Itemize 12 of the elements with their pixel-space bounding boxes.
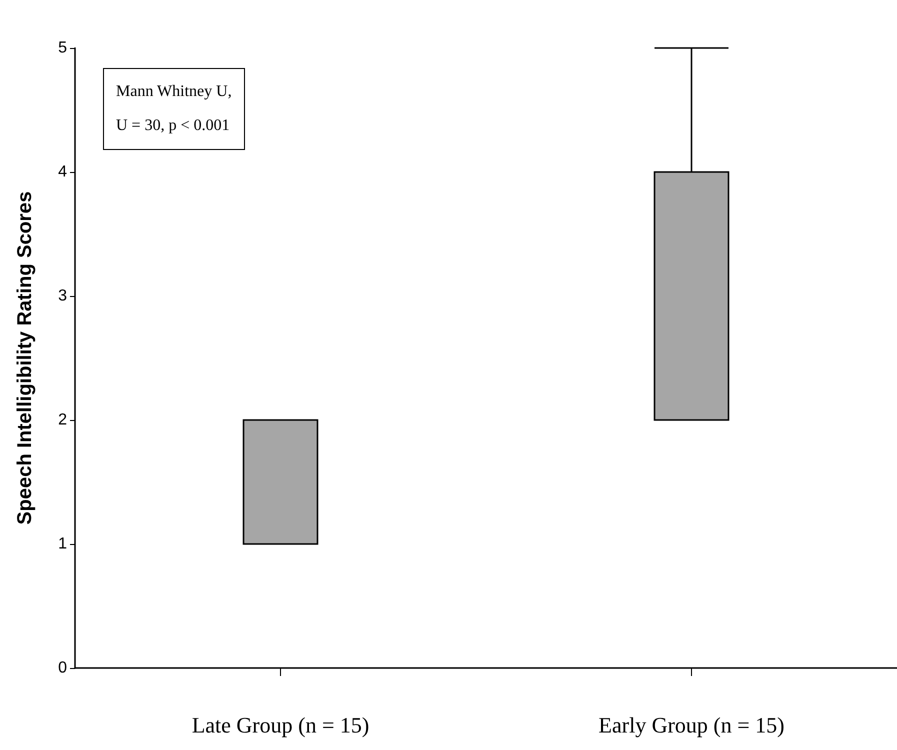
y-tick-label: 2: [58, 412, 68, 428]
x-tick-label: Early Group (n = 15): [598, 712, 784, 738]
y-tick-label: 1: [58, 536, 68, 552]
y-tick-label: 4: [58, 164, 68, 180]
y-tick-label: 5: [58, 40, 68, 56]
y-tick-label: 3: [58, 288, 68, 304]
y-axis-title: Speech Intelligibility Rating Scores: [14, 191, 36, 525]
x-tick-label: Late Group (n = 15): [192, 712, 370, 738]
y-tick-label: 0: [58, 660, 68, 676]
note-box: Mann Whitney U, U = 30, p < 0.001: [103, 68, 245, 150]
annotation: Mann Whitney U,: [116, 82, 232, 102]
annotation: U = 30, p < 0.001: [116, 116, 231, 136]
